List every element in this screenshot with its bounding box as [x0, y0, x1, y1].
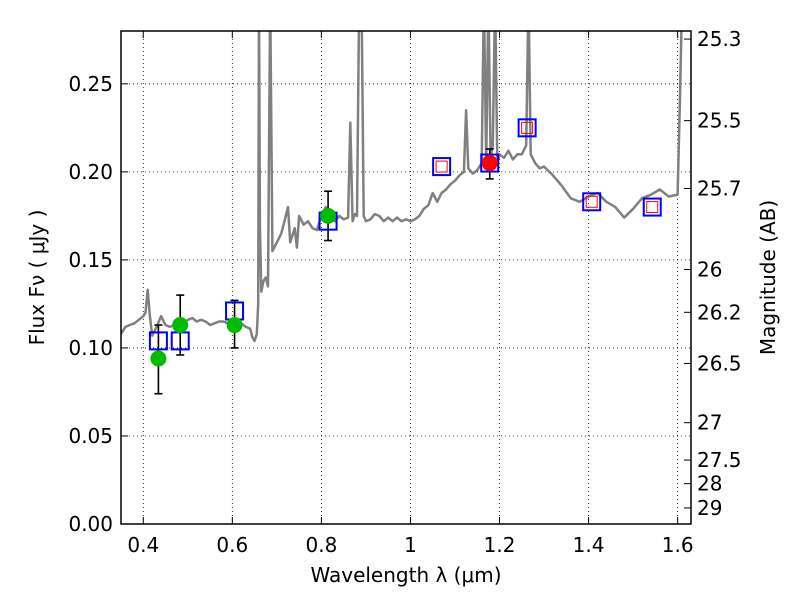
data-points: [148, 118, 662, 395]
model-point: [517, 118, 537, 138]
observed-point: [172, 317, 189, 334]
observed-point: [226, 317, 243, 334]
right-tick-label: 26.2: [697, 300, 742, 324]
y-tick-label: 0.25: [68, 72, 113, 96]
x-tick-label: 1: [404, 533, 417, 557]
highlight-point: [481, 155, 498, 172]
model-point: [432, 157, 452, 177]
y-tick-label: 0.15: [68, 248, 113, 272]
right-tick-label: 27.5: [697, 448, 742, 472]
right-tick-label: 25.7: [697, 177, 742, 201]
spectrum-line: [121, 31, 683, 343]
observed-point: [320, 207, 337, 224]
x-tick-label: 0.8: [305, 533, 337, 557]
spectrum-series: [121, 31, 683, 343]
right-axis-title: Magnitude (AB): [756, 200, 780, 355]
x-axis-title: Wavelength λ (μm): [310, 563, 501, 587]
model-point: [148, 331, 168, 351]
right-tick-label: 29: [697, 496, 722, 520]
plot-frame: [120, 30, 692, 525]
x-tick-label: 1.2: [484, 533, 516, 557]
right-tick-label: 26.5: [697, 351, 742, 375]
right-tick-label: 25.3: [697, 27, 742, 51]
x-tick-label: 1.4: [573, 533, 605, 557]
right-tick-label: 26: [697, 257, 722, 281]
right-tick-label: 27: [697, 411, 722, 435]
model-point-inner: [646, 201, 659, 214]
model-point: [642, 197, 662, 217]
y-tick-label: 0.05: [68, 424, 113, 448]
x-tick-label: 1.6: [662, 533, 694, 557]
right-tick-label: 25.5: [697, 109, 742, 133]
y-axis-title: Flux Fν ( μJy ): [25, 210, 49, 346]
y-tick-label: 0.00: [68, 512, 113, 536]
right-tick-label: 28: [697, 472, 722, 496]
grid: [121, 31, 691, 525]
observed-point: [150, 350, 167, 367]
axis-ticks: 0.4 0.6 0.8 1 1.2 1.4 1.6 0.00 0.05 0.10 0.15 0.20 0…: [68, 27, 741, 557]
model-point-inner: [435, 160, 448, 173]
model-point-inner: [585, 195, 598, 208]
y-tick-label: 0.20: [68, 160, 113, 184]
model-point-inner: [521, 121, 534, 134]
x-tick-label: 0.6: [216, 533, 248, 557]
x-tick-label: 0.4: [127, 533, 159, 557]
model-point: [480, 153, 500, 173]
y-tick-label: 0.10: [68, 336, 113, 360]
model-point: [582, 192, 602, 212]
